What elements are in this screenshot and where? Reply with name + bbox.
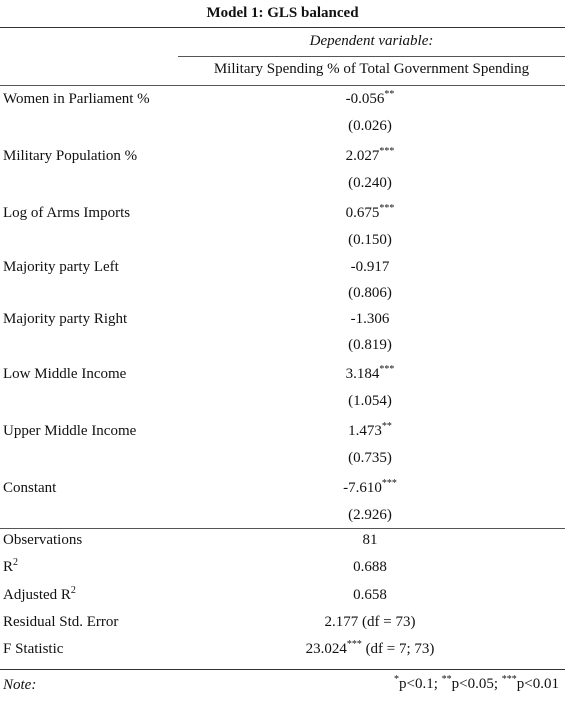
coef-label-party-right: Majority party Right — [3, 311, 128, 327]
stat-label-rse: Residual Std. Error — [3, 614, 119, 630]
coef-value-party-left: -0.917 — [350, 259, 390, 275]
coef-se-party-right: (0.819) — [348, 337, 392, 353]
stats-rule — [0, 528, 565, 529]
dependent-variable-name: Military Spending % of Total Government … — [213, 61, 530, 77]
stat-value-observations: 81 — [362, 532, 378, 548]
stat-value-adj-r2: 0.658 — [353, 587, 387, 603]
table-title: Model 1: GLS balanced — [206, 5, 359, 21]
coef-value-military-population: 2.027*** — [345, 146, 395, 165]
stat-value-f-statistic: 23.024*** (df = 7; 73) — [305, 639, 435, 658]
stat-value-rse: 2.177 (df = 73) — [324, 614, 416, 630]
coef-se-arms-imports: (0.150) — [348, 232, 392, 248]
coef-label-low-middle-income: Low Middle Income — [3, 366, 127, 382]
stat-label-r2: R2 — [3, 557, 19, 576]
coef-value-constant: -7.610*** — [343, 478, 397, 497]
coef-label-women-parliament: Women in Parliament % — [3, 91, 150, 107]
coef-label-party-left: Majority party Left — [3, 259, 119, 275]
stat-value-r2: 0.688 — [353, 559, 387, 575]
top-rule — [0, 27, 565, 28]
coef-value-arms-imports: 0.675*** — [345, 203, 395, 222]
stat-label-observations: Observations — [3, 532, 83, 548]
coef-se-party-left: (0.806) — [348, 285, 392, 301]
bottom-rule — [0, 669, 565, 670]
coef-se-upper-middle-income: (0.735) — [348, 450, 392, 466]
coef-se-women-parliament: (0.026) — [348, 118, 392, 134]
coef-label-constant: Constant — [3, 480, 57, 496]
coef-value-women-parliament: -0.056** — [345, 89, 395, 108]
coef-value-upper-middle-income: 1.473** — [348, 421, 392, 440]
header-underline — [178, 56, 565, 57]
coef-label-upper-middle-income: Upper Middle Income — [3, 423, 137, 439]
coef-value-low-middle-income: 3.184*** — [345, 364, 395, 383]
stat-label-adj-r2: Adjusted R2 — [3, 585, 76, 604]
coef-value-party-right: -1.306 — [350, 311, 390, 327]
coef-se-constant: (2.926) — [348, 507, 392, 523]
coef-label-military-population: Military Population % — [3, 148, 138, 164]
coef-se-low-middle-income: (1.054) — [348, 393, 392, 409]
significance-note: *p<0.1; **p<0.05; ***p<0.01 — [394, 674, 559, 693]
stat-label-f-statistic: F Statistic — [3, 641, 64, 657]
header-rule — [0, 85, 565, 86]
coef-label-arms-imports: Log of Arms Imports — [3, 205, 131, 221]
dependent-variable-heading: Dependent variable: — [309, 33, 434, 49]
note-label: Note: — [3, 677, 37, 693]
coef-se-military-population: (0.240) — [348, 175, 392, 191]
